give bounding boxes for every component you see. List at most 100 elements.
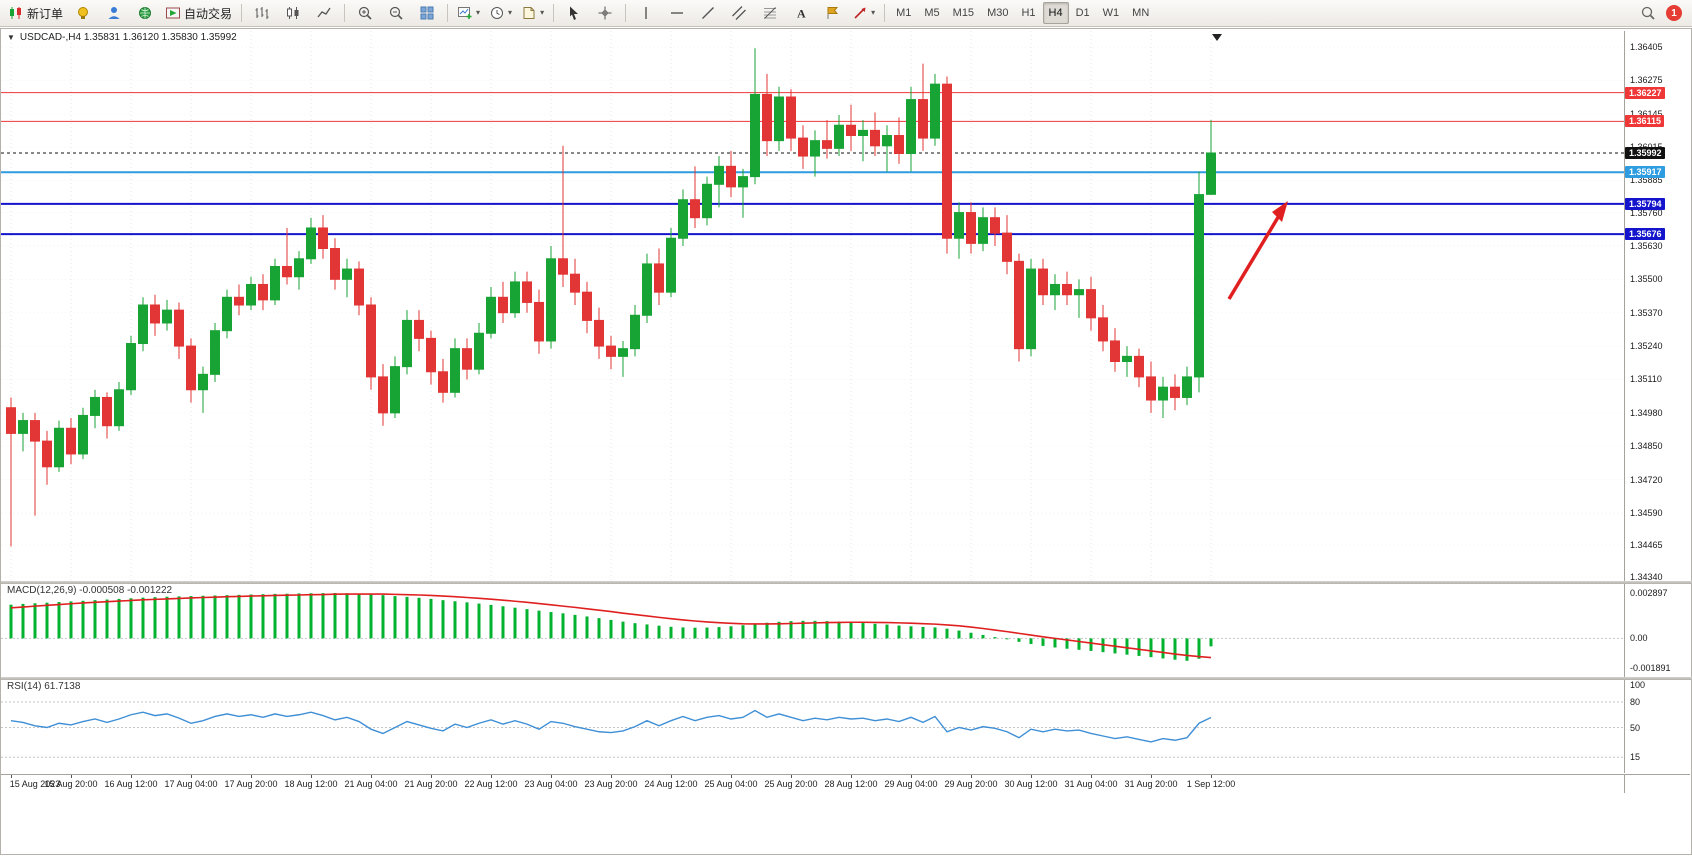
candle-body[interactable]: [882, 135, 892, 147]
candle-body[interactable]: [414, 319, 424, 339]
time-axis[interactable]: 15 Aug 2023 15 Aug 20:00 16 Aug 12:00 17 Au…: [1, 774, 1624, 793]
candle-body[interactable]: [354, 268, 364, 306]
candle-body[interactable]: [1122, 355, 1132, 363]
candle-body[interactable]: [366, 304, 376, 378]
candle-body[interactable]: [690, 199, 700, 219]
arrows-button[interactable]: ▾: [848, 1, 879, 25]
candle-body[interactable]: [918, 99, 928, 139]
zoom-out-button[interactable]: [381, 1, 411, 25]
crosshair-button[interactable]: [590, 1, 620, 25]
tile-windows-button[interactable]: [412, 1, 442, 25]
candle-body[interactable]: [1086, 289, 1096, 319]
candle-body[interactable]: [990, 217, 1000, 234]
rsi-chart[interactable]: [1, 680, 1624, 773]
candle-body[interactable]: [150, 304, 160, 324]
trendline-button[interactable]: [693, 1, 723, 25]
candle-body[interactable]: [330, 248, 340, 280]
expert-advisors-button[interactable]: [68, 1, 98, 25]
candle-body[interactable]: [1002, 232, 1012, 262]
cursor-button[interactable]: [559, 1, 589, 25]
candle-body[interactable]: [486, 296, 496, 334]
candle-body[interactable]: [174, 309, 184, 347]
price-pane[interactable]: [1, 31, 1624, 581]
candle-body[interactable]: [702, 183, 712, 219]
candle-body[interactable]: [474, 332, 484, 370]
candle-body[interactable]: [798, 137, 808, 157]
timeframe-H4[interactable]: H4: [1042, 2, 1069, 24]
rsi-pane[interactable]: RSI(14) 61.7138: [1, 680, 1624, 773]
timeframe-H1[interactable]: H1: [1021, 7, 1036, 19]
candle-body[interactable]: [1206, 152, 1216, 195]
candle-body[interactable]: [246, 283, 256, 306]
text-button[interactable]: A: [786, 1, 816, 25]
candle-body[interactable]: [1014, 260, 1024, 350]
community-button[interactable]: [130, 1, 160, 25]
label-button[interactable]: [817, 1, 847, 25]
candle-body[interactable]: [630, 314, 640, 350]
chart-shift-marker[interactable]: [1212, 34, 1222, 41]
candle-body[interactable]: [438, 371, 448, 393]
candle-body[interactable]: [1110, 340, 1120, 363]
candle-body[interactable]: [90, 396, 100, 416]
timeframe-D1[interactable]: D1: [1075, 7, 1090, 19]
periods-button[interactable]: ▾: [485, 1, 516, 25]
price-axis[interactable]: 1.364051.362751.361451.360151.358851.357…: [1624, 31, 1690, 582]
new-chart-button[interactable]: ▾: [453, 1, 484, 25]
candle-body[interactable]: [750, 93, 760, 178]
auto-trading-button[interactable]: 自动交易: [161, 1, 236, 25]
candle-body[interactable]: [618, 348, 628, 357]
candle-body[interactable]: [222, 296, 232, 332]
zoom-in-button[interactable]: [350, 1, 380, 25]
rsi-axis[interactable]: 100 80 50 15: [1624, 680, 1690, 773]
candle-body[interactable]: [162, 309, 172, 324]
candle-body[interactable]: [1182, 376, 1192, 398]
search-button[interactable]: [1633, 1, 1663, 25]
timeframe-MN[interactable]: MN: [1132, 7, 1150, 19]
profile-button[interactable]: [99, 1, 129, 25]
candle-body[interactable]: [498, 296, 508, 314]
candle-body[interactable]: [426, 337, 436, 373]
candle-body[interactable]: [558, 258, 568, 275]
candle-body[interactable]: [6, 407, 16, 434]
candle-body[interactable]: [1194, 194, 1204, 378]
timeframe-W1[interactable]: W1: [1102, 7, 1120, 19]
candle-body[interactable]: [870, 129, 880, 147]
candle-body[interactable]: [762, 93, 772, 142]
candle-body[interactable]: [402, 319, 412, 368]
collapse-triangle-icon[interactable]: ▼: [7, 33, 15, 42]
macd-pane[interactable]: MACD(12,26,9) -0.000508 -0.001222: [1, 584, 1624, 677]
new-order-button[interactable]: 新订单: [4, 1, 67, 25]
candlestick-chart-button[interactable]: [278, 1, 308, 25]
horizontal-lines-layer[interactable]: [1, 92, 1624, 236]
pane-splitter[interactable]: [1, 677, 1692, 680]
candle-body[interactable]: [522, 281, 532, 303]
candle-body[interactable]: [822, 140, 832, 149]
candles-layer[interactable]: [6, 48, 1216, 547]
candle-body[interactable]: [210, 330, 220, 375]
candle-body[interactable]: [18, 420, 28, 434]
candle-body[interactable]: [462, 348, 472, 370]
channel-button[interactable]: [724, 1, 754, 25]
candle-body[interactable]: [1146, 376, 1156, 401]
candle-body[interactable]: [1158, 386, 1168, 401]
candle-body[interactable]: [774, 96, 784, 142]
candle-body[interactable]: [54, 427, 64, 468]
candle-body[interactable]: [858, 129, 868, 137]
candle-body[interactable]: [78, 414, 88, 455]
candle-body[interactable]: [234, 296, 244, 306]
line-chart-button[interactable]: [309, 1, 339, 25]
candle-body[interactable]: [714, 165, 724, 185]
candle-body[interactable]: [198, 373, 208, 391]
timeframe-M30[interactable]: M30: [987, 7, 1009, 19]
candle-body[interactable]: [570, 273, 580, 293]
arrow-annotation[interactable]: [1227, 201, 1288, 300]
macd-axis[interactable]: 0.002897 0.00 -0.001891: [1624, 584, 1690, 677]
candle-body[interactable]: [1098, 317, 1108, 342]
candle-body[interactable]: [450, 348, 460, 393]
timeframe-M15[interactable]: M15: [952, 7, 975, 19]
timeframe-M1[interactable]: M1: [896, 7, 912, 19]
horizontal-line-button[interactable]: [662, 1, 692, 25]
candle-body[interactable]: [30, 420, 40, 442]
candle-body[interactable]: [1026, 268, 1036, 350]
candle-body[interactable]: [378, 376, 388, 414]
